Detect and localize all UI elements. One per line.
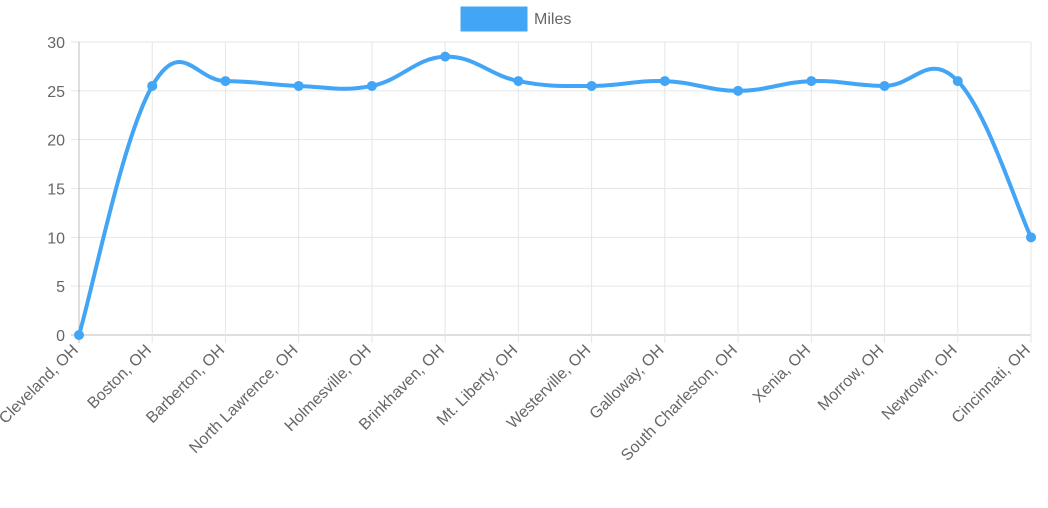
y-axis: 0 5 10 15 20 25 30 [47,35,65,345]
data-point[interactable] [1026,232,1036,243]
data-point[interactable] [659,76,670,87]
data-point[interactable] [952,76,963,87]
x-tick-label: Cleveland, OH [0,342,82,428]
data-point[interactable] [220,76,231,87]
data-point[interactable] [440,51,451,62]
data-point[interactable] [806,76,817,87]
y-tick-label: 5 [56,279,65,296]
x-tick-label: Newtown, OH [879,342,961,424]
y-tick-label: 20 [47,133,65,150]
x-tick-label: Galloway, OH [587,342,668,423]
x-tick-label: Boston, OH [85,342,156,413]
data-point[interactable] [733,85,744,96]
y-tick-label: 10 [47,230,65,247]
grid-lines [71,41,1032,343]
x-tick-label: Barberton, OH [143,342,228,427]
series-miles [74,51,1036,340]
data-point[interactable] [74,330,84,340]
y-tick-label: 0 [56,328,65,345]
series-line-miles [77,54,1033,337]
data-point[interactable] [147,80,158,91]
data-point[interactable] [586,80,597,91]
x-tick-label: Cincinnati, OH [949,342,1034,427]
legend-label-miles[interactable]: Miles [534,11,571,28]
data-point[interactable] [366,80,377,91]
legend-swatch[interactable] [460,6,528,32]
legend[interactable]: Miles [460,6,571,32]
y-tick-label: 30 [47,35,65,52]
x-tick-label: Xenia, OH [750,342,814,406]
data-point[interactable] [879,80,890,91]
y-tick-label: 15 [47,182,65,199]
data-point[interactable] [513,76,524,87]
y-tick-label: 25 [47,84,65,101]
data-point[interactable] [293,80,304,91]
x-tick-label: Morrow, OH [815,342,887,414]
